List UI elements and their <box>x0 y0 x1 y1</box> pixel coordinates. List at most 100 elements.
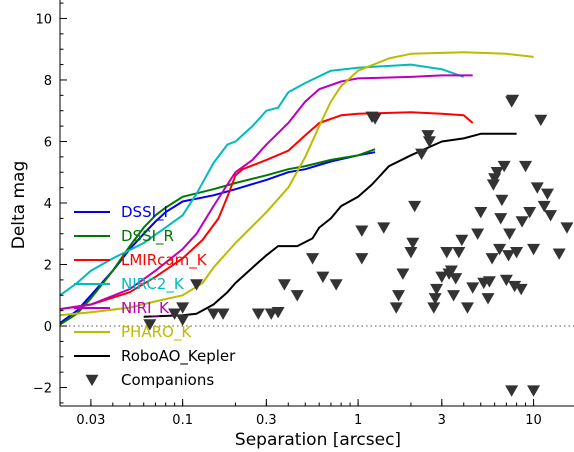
companion-marker <box>355 253 369 265</box>
legend-label-pharo-k: PHARO_K <box>121 323 192 342</box>
x-tick-label: 0.3 <box>256 413 277 428</box>
companion-marker <box>422 136 436 148</box>
companion-marker <box>527 243 541 256</box>
legend-label-dssi-r: DSSI_R <box>121 227 174 246</box>
legend-label-companions: Companions <box>121 371 214 389</box>
companion-marker <box>444 265 458 277</box>
companion-marker <box>435 271 449 283</box>
companion-marker <box>421 130 435 142</box>
companion-marker <box>427 302 441 314</box>
legend-label-dssi-i: DSSI_I <box>121 203 168 222</box>
companion-marker <box>514 283 528 296</box>
companion-marker <box>447 290 461 302</box>
companion-marker <box>505 385 519 397</box>
companion-marker <box>277 279 291 291</box>
legend: DSSI_I DSSI_R LMIRcam_K NIRC2_K NIRI_K PHARO_… <box>74 203 236 389</box>
companion-marker <box>408 200 422 213</box>
companion-marker <box>428 293 442 305</box>
companion-marker <box>355 225 369 237</box>
companion-marker <box>530 182 544 194</box>
companion-marker <box>506 94 520 107</box>
companion-marker <box>290 290 304 302</box>
y-tick-label: −2 <box>33 382 52 397</box>
companion-marker <box>508 280 522 293</box>
legend-label-lmircam-k: LMIRcam_K <box>121 251 208 270</box>
x-tick-label: 3 <box>438 413 446 428</box>
companion-marker <box>329 279 343 291</box>
x-tick-label: 0.1 <box>172 413 193 428</box>
companion-marker <box>460 302 474 314</box>
companion-marker <box>495 194 509 207</box>
companion-marker <box>502 250 516 262</box>
companion-marker <box>415 148 429 160</box>
companion-marker <box>455 234 469 247</box>
companion-marker <box>176 302 190 314</box>
companion-marker <box>316 271 330 283</box>
companion-marker <box>392 290 406 302</box>
companion-marker <box>534 114 548 127</box>
companion-marker <box>474 207 488 219</box>
companion-marker <box>490 167 504 179</box>
series-layer <box>59 51 534 326</box>
plot-area <box>60 0 574 406</box>
companion-marker <box>537 200 551 213</box>
companion-marker <box>471 228 485 240</box>
companion-marker <box>440 247 454 259</box>
legend-label-nirc2-k: NIRC2_K <box>121 275 185 294</box>
companion-marker <box>389 302 403 314</box>
companion-marker <box>510 247 524 259</box>
series-line-nirc2-k <box>59 63 465 297</box>
series-line-dssi-r <box>59 148 376 326</box>
legend-label-niri-k: NIRI_K <box>121 299 170 318</box>
companion-marker <box>216 308 230 320</box>
companion-marker <box>486 179 500 191</box>
legend-marker-companions <box>85 374 99 387</box>
legend-label-roboao-kepler: RoboAO_Kepler <box>121 347 236 366</box>
companion-marker <box>527 385 541 397</box>
companion-marker <box>207 308 221 320</box>
companion-marker <box>143 319 157 331</box>
companion-marker <box>499 274 513 287</box>
series-line-lmircam-k <box>59 111 474 311</box>
companion-marker <box>404 247 418 259</box>
series-line-niri-k <box>59 74 473 311</box>
companion-marker <box>523 207 537 219</box>
companion-marker <box>368 113 382 125</box>
companion-marker <box>481 293 495 305</box>
companion-marker <box>377 222 391 234</box>
series-line-pharo-k <box>59 51 534 317</box>
companion-marker <box>406 237 420 250</box>
x-tick-label: 10 <box>525 413 542 428</box>
series-line-roboao-kepler <box>143 132 517 318</box>
x-tick-label: 1 <box>354 413 362 428</box>
companion-marker <box>452 247 466 259</box>
companion-marker <box>494 213 508 225</box>
companion-marker <box>544 210 558 222</box>
companion-marker <box>190 279 204 291</box>
y-tick-label: 4 <box>44 197 52 212</box>
companion-marker <box>503 228 517 240</box>
companion-marker <box>552 248 566 260</box>
y-axis-title: Delta mag <box>9 161 29 250</box>
companion-marker <box>176 314 190 327</box>
companion-marker <box>497 160 511 173</box>
companion-marker <box>560 222 574 234</box>
companion-marker <box>485 253 499 265</box>
y-tick-label: 8 <box>44 74 52 89</box>
companion-layer <box>143 94 574 397</box>
axis-layer: 0.03 0.1 0.3 1 3 10 −2 0 2 4 6 8 10 <box>33 0 574 428</box>
companion-marker <box>396 268 410 280</box>
companion-marker <box>306 253 320 265</box>
companion-marker <box>482 276 496 288</box>
companion-marker <box>519 160 533 173</box>
y-tick-label: 6 <box>44 135 52 150</box>
y-tick-label: 0 <box>44 320 52 335</box>
companion-marker <box>449 273 463 285</box>
companion-marker <box>251 308 265 320</box>
companion-marker <box>430 283 444 296</box>
companion-marker <box>271 306 285 319</box>
x-tick-label: 0.03 <box>76 413 105 428</box>
companion-marker <box>493 243 507 256</box>
companion-marker <box>466 282 480 294</box>
